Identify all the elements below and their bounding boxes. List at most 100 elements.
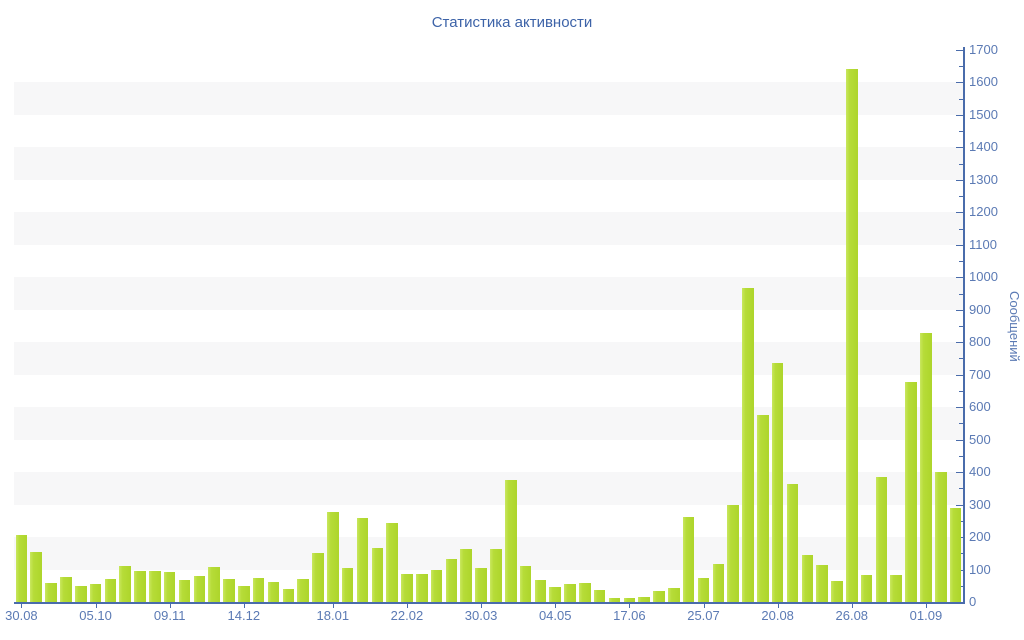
bar [490,549,502,602]
y-tick-label: 1300 [969,171,998,187]
bar [74,585,87,602]
bar [638,597,650,602]
y-tick-label: 1500 [969,106,998,122]
y-major-tick [956,82,963,84]
grid-band [14,342,963,375]
y-major-tick [956,50,963,51]
bar [786,484,799,602]
y-minor-tick [959,196,963,198]
y-minor-tick [959,163,963,165]
bar [697,578,710,602]
bar [208,567,220,602]
bar [60,577,72,602]
bar [415,574,428,602]
x-tick-label: 04.05 [538,608,572,623]
y-major-tick [956,472,963,474]
bar [742,288,754,602]
bar [312,553,324,602]
x-tick-mark [925,604,927,608]
y-tick-label: 100 [969,561,991,577]
x-tick-label: 14.12 [227,608,261,623]
y-major-tick [956,277,963,279]
x-tick-label: 05.10 [79,608,112,623]
y-major-tick [956,504,963,506]
bar [949,508,962,602]
bar [905,381,917,602]
bar [890,575,903,602]
x-tick-label: 20.08 [761,608,794,623]
y-axis-line [963,47,965,604]
x-tick-mark [481,604,483,608]
y-major-tick [956,374,963,376]
bar [238,586,250,602]
x-tick-label: 01.09 [909,608,943,623]
y-tick-label: 1400 [969,139,998,155]
y-minor-tick [959,358,963,360]
x-tick-mark [21,604,23,608]
y-major-tick [956,179,963,181]
y-tick-label: 700 [969,366,991,382]
y-minor-tick [959,390,963,392]
y-tick-label: 500 [969,431,991,447]
bar [608,597,621,602]
bar [89,584,102,602]
x-tick-mark [777,604,779,608]
y-minor-tick [959,423,963,425]
grid-band [14,147,963,180]
bar [15,535,28,602]
y-major-tick [956,244,963,246]
x-tick-label: 09.11 [153,608,186,623]
y-tick-label: 1700 [969,41,998,57]
grid-band [14,82,963,115]
y-tick-label: 1100 [969,236,997,252]
x-tick-mark [243,604,245,608]
x-tick-mark [332,604,334,608]
x-tick-label: 25.07 [687,608,720,623]
bar [401,574,413,602]
y-minor-tick [959,488,963,490]
y-minor-tick [959,326,963,327]
bar [682,516,695,602]
y-minor-tick [959,66,963,68]
bar [460,549,473,602]
y-tick-label: 0 [969,593,977,609]
bar [223,578,235,602]
y-tick-label: 1600 [969,74,998,90]
bar [119,565,131,602]
bar [920,333,932,602]
x-tick-mark [851,604,853,608]
bar [267,581,280,602]
grid-band [14,472,963,505]
bar [282,588,295,602]
y-minor-tick [959,261,963,263]
y-major-tick [956,114,963,116]
bar [193,575,206,602]
grid-band [14,277,963,310]
x-tick-mark [703,604,705,608]
x-tick-label: 26.08 [835,608,869,623]
x-tick-label: 30.08 [5,608,38,623]
y-tick-label: 300 [969,496,991,512]
y-minor-tick [959,455,963,457]
y-tick-label: 1200 [969,204,998,220]
bar [149,570,161,602]
x-tick-mark [406,604,408,608]
x-tick-mark [629,604,631,608]
bar [549,586,561,602]
bar [134,571,146,602]
bar [564,584,576,602]
y-major-tick [956,147,963,149]
bar [846,69,858,602]
bar [30,551,43,602]
bar [297,579,309,602]
y-major-tick [956,602,963,603]
y-tick-label: 900 [969,301,991,317]
y-major-tick [956,439,963,441]
bar [45,582,57,602]
y-minor-tick [959,98,963,100]
chart-title: Статистика активности [431,14,593,31]
y-axis-title: Сообщений [1007,290,1022,362]
y-minor-tick [959,293,963,295]
bar [757,414,769,602]
plot-area [14,50,963,604]
